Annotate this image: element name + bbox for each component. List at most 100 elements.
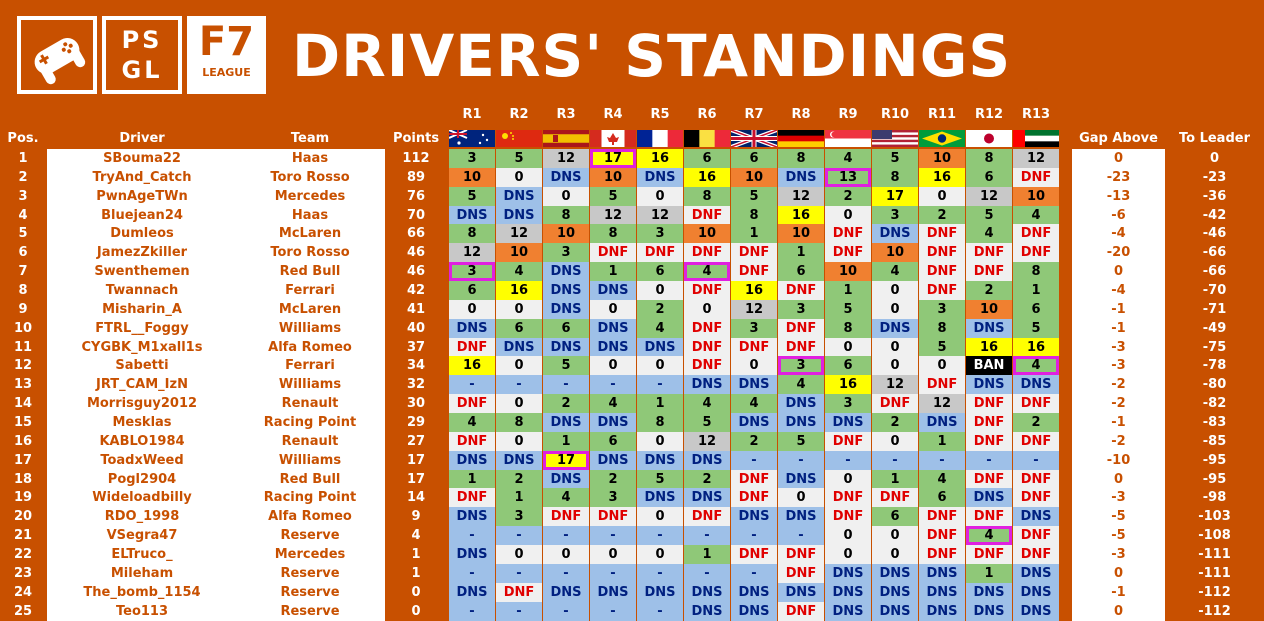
result-cell: 12	[872, 375, 918, 395]
to-leader-cell: -80	[1202, 377, 1227, 393]
points-cell: 76	[406, 188, 426, 204]
result-cell: 5	[637, 469, 683, 489]
result-cell: DNS	[919, 563, 965, 583]
china-flag-icon	[496, 130, 542, 147]
gap-above-cell: -1	[1111, 320, 1126, 336]
result-cell: 6	[543, 318, 589, 338]
result-cell: 12	[684, 431, 730, 451]
result-cell: DNS	[872, 601, 918, 621]
round-header-r6: R6	[697, 107, 717, 122]
result-cell: DNF	[684, 337, 730, 357]
result-cell: DNS	[449, 318, 495, 338]
result-cell: 4	[496, 262, 542, 282]
result-cell: 6	[919, 488, 965, 508]
to-leader-cell: -23	[1202, 169, 1227, 185]
result-cell: DNF	[684, 356, 730, 376]
driver-name: Misharin_A	[102, 301, 182, 317]
result-cell: 0	[872, 356, 918, 376]
to-leader-cell: -42	[1202, 207, 1227, 223]
round-header-r4: R4	[603, 107, 623, 122]
result-cell: -	[449, 601, 495, 621]
result-cell: -	[872, 450, 918, 470]
team-name: Haas	[291, 207, 329, 223]
f7-logo-text: F7	[198, 19, 255, 65]
result-cell: DNS	[731, 413, 777, 433]
to-leader-header: To Leader	[1178, 131, 1250, 146]
result-cell: DNF	[731, 262, 777, 282]
result-cell: DNS	[543, 281, 589, 301]
result-cell: 1	[543, 431, 589, 451]
result-cell: 2	[637, 299, 683, 319]
result-cell: 0	[496, 167, 542, 187]
result-cell: 0	[590, 545, 636, 565]
to-leader-cell: -111	[1198, 547, 1231, 563]
result-cell: 4	[543, 488, 589, 508]
result-cell: 3	[778, 299, 824, 319]
result-cell: BAN	[966, 356, 1012, 376]
result-cell: DNF	[966, 413, 1012, 433]
result-cell: 8	[543, 205, 589, 225]
gap-above-cell: 0	[1113, 471, 1124, 487]
result-cell: 12	[778, 186, 824, 206]
to-leader-cell: -66	[1202, 245, 1227, 261]
gap-above-header: Gap Above	[1079, 131, 1158, 146]
result-cell: DNS	[637, 582, 683, 602]
pos-cell: 21	[13, 528, 33, 544]
result-cell: DNS	[966, 318, 1012, 338]
result-cell: -	[496, 375, 542, 395]
result-cell: DNS	[543, 167, 589, 187]
result-cell: 6	[1013, 299, 1059, 319]
driver-name: Swenthemen	[94, 264, 190, 280]
pos-cell: 24	[13, 584, 33, 600]
result-cell: 1	[1013, 281, 1059, 301]
result-cell: DNF	[919, 507, 965, 527]
points-cell: 37	[406, 339, 426, 355]
result-cell: 10	[543, 224, 589, 244]
team-name: Reserve	[280, 584, 340, 600]
to-leader-cell: -78	[1202, 358, 1227, 374]
gap-above-cell: -4	[1111, 283, 1126, 299]
result-cell: DNS	[449, 507, 495, 527]
points-cell: 9	[411, 509, 421, 525]
result-cell: DNF	[825, 224, 871, 244]
result-cell: 8	[872, 167, 918, 187]
driver-name: TryAnd_Catch	[92, 169, 192, 185]
pos-cell: 4	[18, 207, 28, 223]
result-cell: DNF	[919, 262, 965, 282]
to-leader-cell: -85	[1202, 433, 1227, 449]
result-cell: 0	[637, 545, 683, 565]
result-cell: -	[590, 526, 636, 546]
points-cell: 4	[411, 528, 421, 544]
gap-above-cell: -1	[1111, 584, 1126, 600]
psgl-logo-text: PSGL	[121, 26, 163, 84]
driver-name: JamezZkiller	[96, 245, 188, 261]
result-cell: -	[637, 601, 683, 621]
pos-cell: 16	[13, 433, 33, 449]
gap-panel	[1072, 149, 1165, 621]
result-cell: 0	[496, 545, 542, 565]
result-cell: -	[731, 526, 777, 546]
result-cell: DNF	[919, 243, 965, 263]
result-cell: 0	[825, 545, 871, 565]
team-name: Williams	[278, 320, 342, 336]
pos-cell: 1	[18, 151, 28, 166]
result-cell: DNF	[1013, 469, 1059, 489]
driver-name: CYGBK_M1xall1s	[81, 339, 203, 355]
result-cell: DNF	[778, 281, 824, 301]
result-cell: 8	[496, 413, 542, 433]
result-cell: DNS	[543, 469, 589, 489]
result-cell: 0	[825, 469, 871, 489]
result-cell: DNS	[449, 545, 495, 565]
result-cell: 8	[1013, 262, 1059, 282]
result-cell: 2	[872, 413, 918, 433]
result-cell: 16	[825, 375, 871, 395]
to-leader-cell: -49	[1202, 320, 1227, 336]
driver-name: Morrisguy2012	[86, 396, 198, 412]
driver-name: Mesklas	[112, 415, 172, 431]
result-cell: DNF	[966, 262, 1012, 282]
result-cell: DNF	[731, 337, 777, 357]
result-cell: 2	[496, 469, 542, 489]
result-cell: 0	[590, 356, 636, 376]
result-cell: DNF	[919, 281, 965, 301]
result-cell: DNS	[872, 318, 918, 338]
